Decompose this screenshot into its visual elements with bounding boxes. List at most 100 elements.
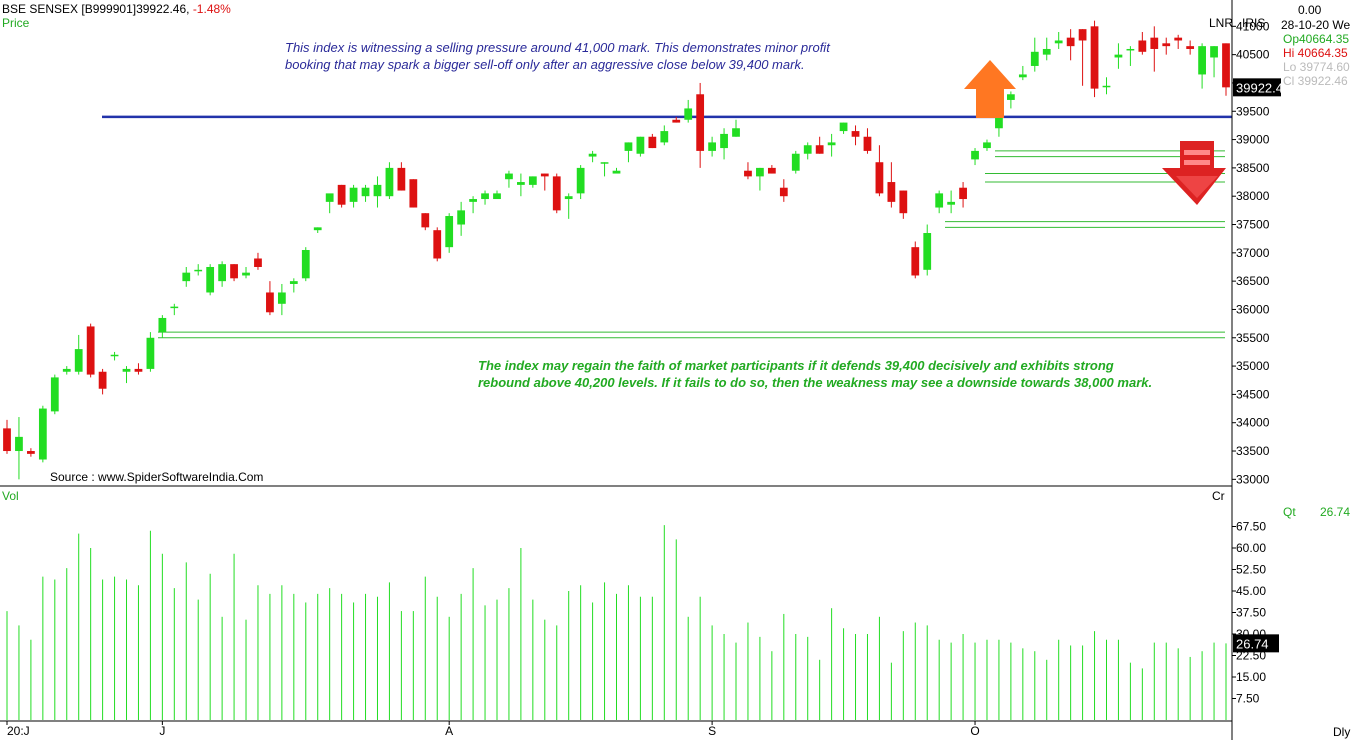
- candle-body: [600, 162, 609, 164]
- candle-body: [158, 317, 167, 333]
- price-tick-label: 41000: [1236, 19, 1270, 33]
- candle-body: [3, 428, 11, 452]
- candle-body: [218, 264, 227, 282]
- candle-body: [732, 128, 740, 137]
- candle-body: [1114, 54, 1123, 58]
- candle-body: [1222, 43, 1230, 88]
- x-tick-label: 20:J: [7, 724, 30, 738]
- candle-body: [791, 153, 800, 171]
- qt-label: Qt: [1283, 505, 1296, 519]
- candle-body: [684, 108, 693, 120]
- candle-body: [182, 272, 191, 282]
- candle-body: [672, 119, 681, 123]
- candle-body: [74, 349, 83, 372]
- x-tick-label: J: [159, 724, 165, 738]
- candle-body: [648, 136, 657, 149]
- candle-body: [1054, 40, 1063, 44]
- price-tick-label: 36000: [1236, 302, 1270, 316]
- price-tick-label: 34000: [1236, 416, 1270, 430]
- qt-value: 26.74: [1320, 505, 1351, 519]
- candle-body: [301, 250, 310, 279]
- candle-body: [756, 167, 764, 177]
- candle-body: [254, 258, 262, 267]
- candle-body: [911, 247, 920, 276]
- volume-tick-label: 52.50: [1236, 563, 1266, 577]
- candle-body: [1150, 37, 1159, 49]
- candle-body: [815, 145, 824, 154]
- volume-tick-label: 15.00: [1236, 670, 1266, 684]
- current-volume-box: [1233, 634, 1279, 653]
- candle-body: [696, 94, 705, 151]
- candle-body: [15, 436, 23, 452]
- candle-body: [1138, 40, 1147, 52]
- candle-body: [1102, 85, 1111, 88]
- candle-body: [1066, 37, 1075, 47]
- current-volume-label: 26.74: [1236, 636, 1269, 651]
- candle-body: [995, 114, 1003, 129]
- candle-body: [361, 187, 370, 197]
- candle-body: [1198, 46, 1206, 75]
- candle-body: [481, 193, 489, 200]
- price-tick-label: 37000: [1236, 246, 1270, 260]
- price-tick-label: 39000: [1236, 133, 1270, 147]
- candle-body: [899, 190, 908, 214]
- volume-tick-label: 60.00: [1236, 541, 1266, 555]
- candle-body: [1006, 94, 1015, 100]
- candle-body: [803, 145, 812, 154]
- candle-body: [266, 292, 274, 313]
- candle-body: [50, 377, 59, 412]
- candle-body: [1126, 48, 1135, 51]
- candle-body: [612, 170, 621, 174]
- candle-body: [277, 292, 286, 304]
- candle-body: [564, 196, 573, 200]
- volume-tick-label: 7.50: [1236, 692, 1260, 706]
- iris-label: IRIS: [1242, 16, 1266, 30]
- candle-body: [1210, 46, 1218, 58]
- price-tick-label: 35500: [1236, 331, 1270, 345]
- candle-body: [779, 187, 788, 197]
- price-tick-label: 38000: [1236, 189, 1270, 203]
- source-label: Source : www.SpiderSoftwareIndia.Com: [50, 470, 264, 484]
- candle-body: [313, 227, 322, 231]
- candle-body: [636, 136, 645, 154]
- candle-body: [493, 193, 501, 200]
- candle-body: [122, 368, 131, 372]
- annotation-bottom: The index may regain the faith of market…: [478, 358, 1153, 390]
- candle-body: [373, 184, 382, 197]
- candle-body: [1042, 48, 1051, 55]
- candle-body: [540, 173, 549, 177]
- open-label: Op40664.35: [1283, 32, 1350, 46]
- down-arrow: [1162, 141, 1226, 205]
- candle-body: [923, 233, 932, 270]
- price-tick-label: 35000: [1236, 359, 1270, 373]
- dly-label: Dly: [1333, 725, 1351, 739]
- low-label: Lo 39774.60: [1283, 60, 1350, 74]
- volume-tick-label: 45.00: [1236, 584, 1266, 598]
- current-price-label: 39922.4: [1236, 80, 1283, 95]
- candle-body: [469, 199, 477, 202]
- x-tick-label: S: [708, 724, 716, 738]
- candle-body: [194, 269, 203, 272]
- candle-body: [1018, 74, 1027, 78]
- candle-body: [851, 131, 860, 137]
- x-tick-label: O: [970, 724, 979, 738]
- candle-body: [767, 167, 776, 174]
- candle-body: [983, 142, 991, 149]
- candle-body: [397, 167, 406, 191]
- candle-body: [445, 216, 454, 248]
- candle-body: [576, 167, 585, 194]
- candle-body: [588, 153, 597, 157]
- lnr-label: LNR: [1209, 16, 1234, 30]
- down-arrow-inner: [1176, 176, 1218, 198]
- candle-body: [517, 182, 525, 185]
- current-price-box: [1233, 78, 1281, 97]
- candle-body: [552, 176, 561, 211]
- candle-body: [708, 142, 716, 151]
- close-label: Cl 39922.46: [1283, 74, 1348, 88]
- price-tick-label: 39500: [1236, 104, 1270, 118]
- change-label: -1.48%: [192, 2, 231, 16]
- candle-body: [1030, 51, 1039, 66]
- high-label: Hi 40664.35: [1283, 46, 1348, 60]
- candle-body: [947, 201, 956, 205]
